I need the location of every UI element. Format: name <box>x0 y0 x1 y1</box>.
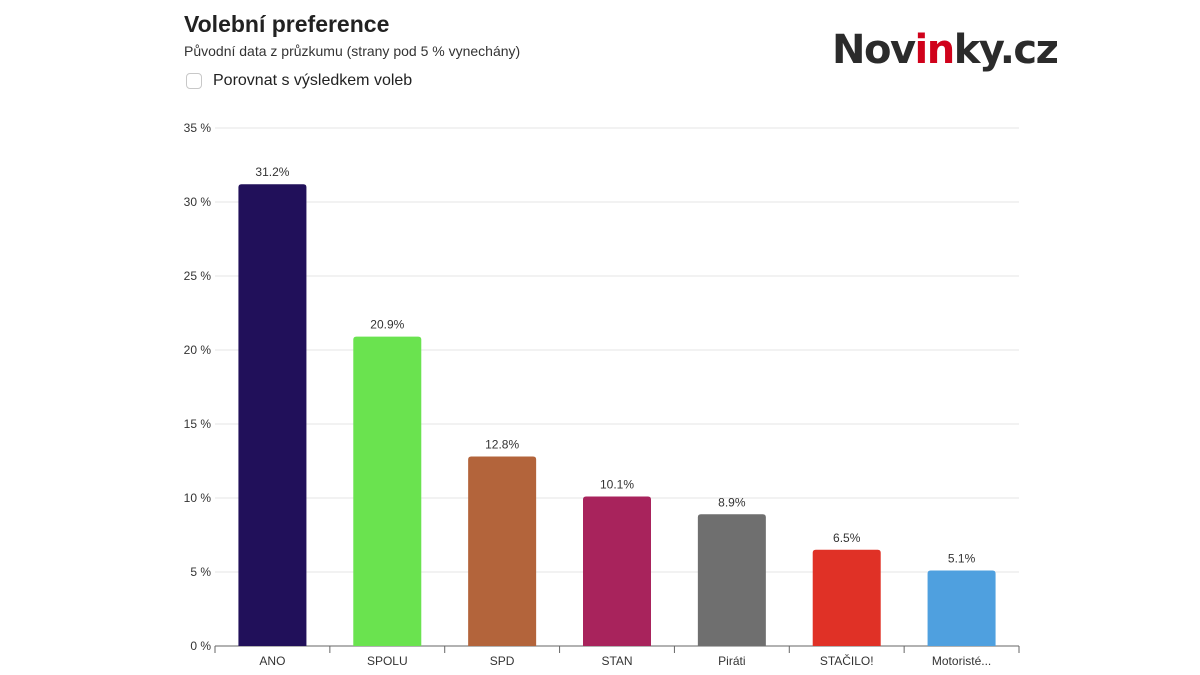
logo-text-accent: in <box>914 27 956 73</box>
x-tick-label: STAČILO! <box>820 653 874 668</box>
data-label: 8.9% <box>718 495 746 509</box>
data-label: 12.8% <box>485 438 519 452</box>
data-label: 10.1% <box>600 478 634 492</box>
data-label: 6.5% <box>833 531 861 545</box>
y-tick-label: 30 % <box>184 195 212 209</box>
bar-spd <box>468 456 537 646</box>
data-label: 20.9% <box>370 318 404 332</box>
data-label: 31.2% <box>255 165 289 179</box>
bar-pir-ti <box>697 514 766 646</box>
compare-with-election-toggle[interactable]: Porovnat s výsledkem voleb <box>186 72 412 90</box>
chart-title: Volební preference <box>184 11 390 37</box>
x-tick-label: Piráti <box>718 654 745 668</box>
y-tick-label: 20 % <box>184 343 212 357</box>
y-tick-label: 0 % <box>190 639 211 653</box>
x-tick-label: ANO <box>259 654 285 668</box>
compare-checkbox-label: Porovnat s výsledkem voleb <box>213 72 413 89</box>
data-label: 5.1% <box>948 552 976 566</box>
novinky-logo[interactable]: Novinky.cz <box>832 26 1059 74</box>
bar-sta-ilo <box>812 549 881 646</box>
chart-subtitle: Původní data z průzkumu (strany pod 5 % … <box>184 43 521 59</box>
logo-text-end: ky.cz <box>953 27 1059 73</box>
logo-text-start: Nov <box>832 27 916 73</box>
compare-checkbox[interactable] <box>186 73 202 89</box>
bar-motorist <box>927 570 996 646</box>
bar-stan <box>583 496 651 646</box>
x-tick-label: SPOLU <box>367 654 408 668</box>
x-tick-label: Motoristé... <box>932 654 991 668</box>
bar-ano <box>238 184 307 647</box>
y-tick-label: 15 % <box>184 417 212 431</box>
bar-spolu <box>353 336 422 646</box>
x-tick-label: STAN <box>601 654 632 668</box>
x-tick-label: SPD <box>490 654 515 668</box>
y-tick-label: 5 % <box>190 565 211 579</box>
y-tick-label: 35 % <box>184 121 212 135</box>
y-tick-label: 10 % <box>184 491 212 505</box>
y-tick-label: 25 % <box>184 269 212 283</box>
